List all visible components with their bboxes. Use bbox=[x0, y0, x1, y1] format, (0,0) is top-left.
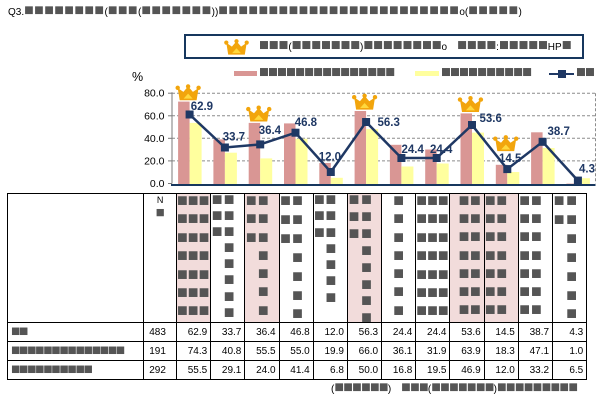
svg-text:24.4: 24.4 bbox=[430, 144, 453, 156]
svg-text:62.9: 62.9 bbox=[191, 101, 213, 113]
svg-text:80.0: 80.0 bbox=[144, 88, 165, 100]
svg-text:53.6: 53.6 bbox=[480, 113, 502, 125]
svg-text:0.0: 0.0 bbox=[150, 178, 165, 190]
svg-text:14.5: 14.5 bbox=[499, 153, 522, 165]
svg-text:24.4: 24.4 bbox=[402, 144, 425, 156]
svg-text:36.4: 36.4 bbox=[259, 125, 282, 137]
svg-text:60.0: 60.0 bbox=[144, 110, 165, 122]
svg-text:12.0: 12.0 bbox=[319, 152, 341, 164]
svg-text:20.0: 20.0 bbox=[144, 155, 165, 167]
svg-text:33.7: 33.7 bbox=[223, 132, 245, 144]
svg-text:38.7: 38.7 bbox=[548, 126, 570, 138]
svg-text:40.0: 40.0 bbox=[144, 133, 165, 145]
svg-text:4.3: 4.3 bbox=[579, 163, 595, 175]
svg-text:46.8: 46.8 bbox=[295, 117, 318, 129]
svg-text:56.3: 56.3 bbox=[378, 117, 400, 129]
